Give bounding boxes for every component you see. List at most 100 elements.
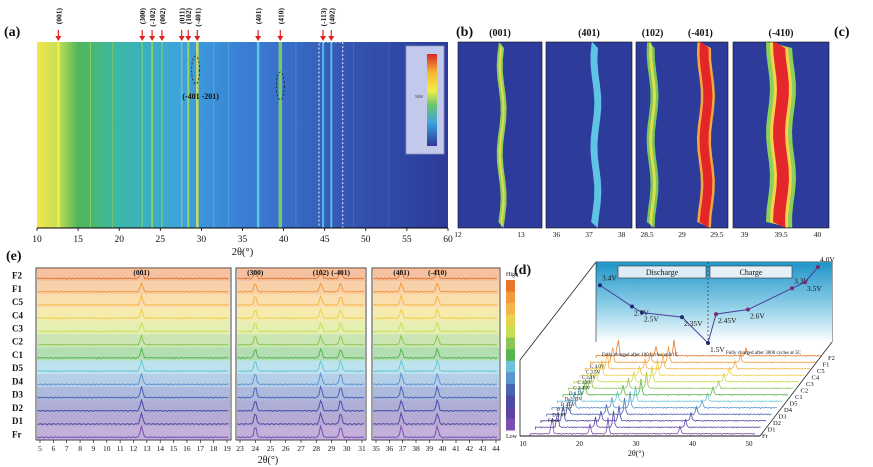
panel-e-x-tick-label: 35 — [372, 444, 380, 453]
panel-e-series-label: F2 — [12, 271, 22, 281]
panel-a-x-tick-label: 35 — [238, 235, 248, 245]
panel-d-pattern-line — [568, 371, 794, 391]
panel-a-trace-10 — [213, 42, 215, 228]
panel-bc-title: (-401) — [688, 28, 713, 39]
panel-d-pattern-label: D2 — [773, 420, 781, 427]
panel-bc-frame — [457, 41, 543, 229]
panel-e-colorbar-cell — [506, 406, 515, 419]
panel-e-x-tick-label: 44 — [492, 444, 500, 453]
panel-d-text-label: C 3.5V — [586, 370, 601, 375]
panel-bc-title: (-410) — [769, 28, 794, 39]
panel-e-series-label: D3 — [12, 390, 23, 400]
panel-bc-x-tick-label: 13 — [517, 230, 525, 239]
panel-e-pattern-line — [37, 307, 229, 320]
panel-a-trace-3 — [112, 42, 114, 228]
panel-a-annotation: (-401 -201) — [182, 92, 219, 101]
panel-d-pattern-line — [557, 385, 783, 404]
panel-bc-x-tick-label: 37 — [585, 230, 593, 239]
panel-e-x-tick-label: 10 — [103, 444, 111, 453]
panel-e-x-tick-label: 9 — [92, 444, 96, 453]
panel-d-text-label: Fresh — [548, 419, 560, 424]
panel-d-pattern-label: F1 — [823, 362, 830, 369]
panel-a-trace-6 — [161, 42, 163, 228]
panel-d-operando-3d: (d)DischargeCharge3.4V2.7V2.5V2.35V1.5V2… — [514, 255, 835, 458]
panel-e-band — [37, 320, 230, 335]
panel-e-pattern-line — [37, 282, 229, 294]
panel-d-text-label: C 2.6V — [577, 381, 592, 386]
panel-e-pattern-line — [237, 371, 365, 386]
panel-d-voltage-label: 2.6V — [750, 312, 765, 321]
panel-d-text-label: C 3.3V — [582, 376, 597, 381]
panel-e-pattern-line — [237, 359, 365, 373]
panel-e-band — [237, 320, 365, 335]
panel-e-band — [37, 373, 230, 388]
panel-e-peak-label: (300) — [247, 268, 264, 277]
panel-e-band — [237, 400, 365, 414]
panel-e-peak-label: (-410) — [428, 268, 447, 277]
panel-d-pattern-label: D5 — [790, 401, 798, 408]
panel-d-voltage-point — [706, 340, 710, 345]
panel-a-peak-arrowhead — [178, 36, 185, 41]
panel-bc-frame — [635, 41, 729, 229]
panel-d-voltage-point — [803, 280, 807, 285]
panel-a-trace-4 — [141, 42, 143, 228]
panel-e-band — [237, 360, 365, 374]
panel-e-series-label: C3 — [12, 324, 23, 334]
panel-e-x-tick-label: 27 — [297, 444, 305, 453]
panel-bc-title: (401) — [578, 28, 600, 39]
panel-d-pattern-label: Fr — [762, 433, 769, 440]
panel-e-pattern-line — [237, 307, 365, 320]
panel-e-x-tick-label: 18 — [210, 444, 218, 453]
panel-e-x-tick-label: 28 — [313, 444, 321, 453]
panel-e-pattern-line — [237, 347, 365, 360]
panel-e-x-tick-label: 31 — [358, 444, 366, 453]
panel-e-pattern-line — [373, 307, 498, 320]
panel-a-peak-arrowhead — [328, 36, 335, 41]
panel-e-pattern-line — [373, 267, 498, 280]
panel-a-x-tick-label: 55 — [402, 235, 412, 245]
panel-e-band — [37, 413, 230, 427]
panel-e-pattern-line — [373, 333, 498, 346]
panel-a-colorbar-frame — [405, 45, 445, 155]
panel-e-x-tick-label: 8 — [78, 444, 82, 453]
panel-e-colorbar-cell — [506, 280, 515, 293]
panel-d-pattern-line — [595, 339, 822, 358]
panel-a-trace-15 — [322, 42, 325, 228]
panel-e-x-tick-label: 16 — [183, 444, 191, 453]
panel-e-band — [237, 334, 365, 348]
panel-d-text-label: D 2.35V — [565, 397, 583, 402]
panel-e-pattern-line — [237, 282, 365, 294]
panel-a-peak-arrowhead — [194, 36, 201, 41]
panel-d-voltage-label: 2.5V — [644, 315, 659, 324]
panel-e-colorbar-cell — [506, 303, 515, 316]
panel-d-text-label: D 1.5V — [569, 392, 584, 397]
panel-d-x-tick-label: 20 — [576, 440, 584, 448]
panel-e-x-tick-label: 19 — [223, 444, 231, 453]
panel-e-pattern-line — [37, 346, 229, 360]
panel-d-pattern-line — [535, 410, 761, 430]
panel-d-voltage-curve — [599, 266, 819, 344]
panel-e-series-label: Fr — [12, 429, 22, 439]
panel-a-trace-11 — [228, 42, 230, 228]
panel-e-colorbar-cell — [506, 337, 515, 350]
panel-d-voltage-label: 3.4V — [602, 273, 617, 282]
panel-d-text-label: C 2.45V — [573, 387, 590, 392]
panel-d-pattern-label: C3 — [806, 381, 814, 388]
panel-d-pattern-label: C4 — [812, 375, 820, 382]
panel-e-x-tick-label: 41 — [452, 444, 460, 453]
panel-e-x-tick-label: 39 — [426, 444, 434, 453]
panel-a-peak-arrowhead — [139, 36, 146, 41]
panel-e-x-tick-label: 24 — [252, 444, 260, 453]
panel-d-pattern-line — [573, 366, 800, 384]
panel-bc-x-tick-label: 29 — [678, 230, 686, 239]
panel-bc-heatmap-1 — [546, 42, 632, 228]
panel-d-voltage-point — [630, 304, 634, 309]
panel-e-pattern-line — [237, 294, 365, 307]
panel-e-x-tick-label: 26 — [282, 444, 290, 453]
panel-e-series-label: C4 — [12, 310, 23, 320]
panel-e-colorbar-cell — [506, 418, 515, 431]
panel-e-x-axis-label: 2θ(°) — [258, 455, 278, 466]
panel-a-dashed-ellipse — [275, 71, 285, 101]
panel-a-x-tick-label: 40 — [279, 235, 289, 245]
